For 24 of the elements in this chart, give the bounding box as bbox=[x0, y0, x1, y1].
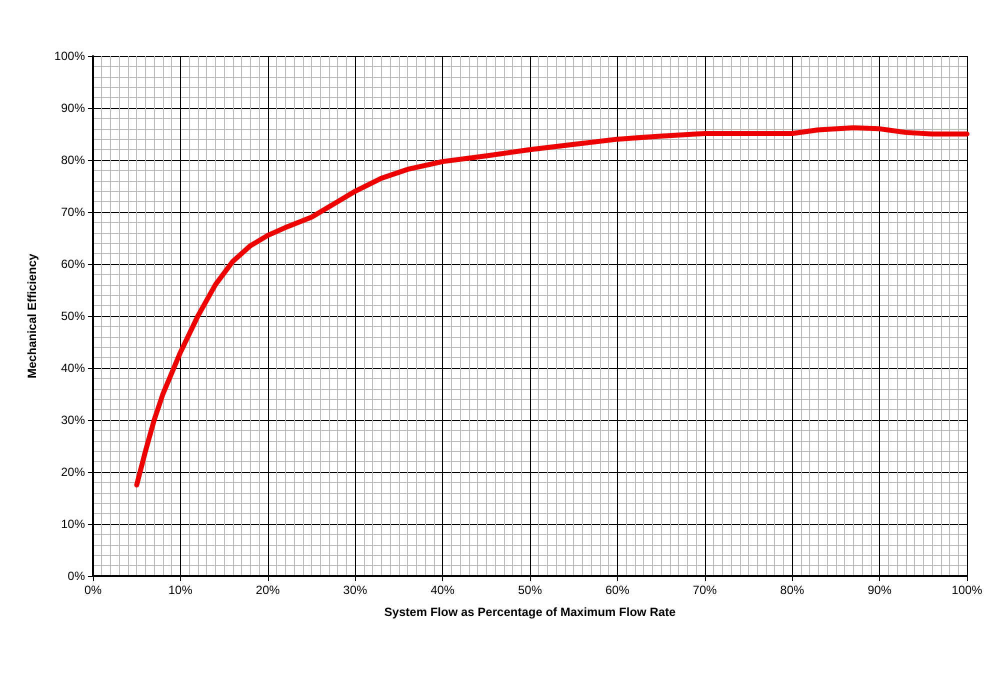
y-tick-label: 30% bbox=[60, 413, 86, 427]
x-tick-label: 0% bbox=[84, 583, 102, 597]
x-tick-label: 80% bbox=[780, 583, 805, 597]
y-tick-label: 100% bbox=[54, 49, 86, 63]
x-tick-label: 30% bbox=[343, 583, 368, 597]
y-tick-label: 40% bbox=[60, 361, 86, 375]
x-axis-title: System Flow as Percentage of Maximum Flow Rate bbox=[384, 605, 676, 619]
y-tick-label: 20% bbox=[60, 465, 86, 479]
x-tick-label: 60% bbox=[605, 583, 630, 597]
x-tick-label: 100% bbox=[952, 583, 983, 597]
y-tick-label: 50% bbox=[60, 309, 86, 323]
x-tick-label: 40% bbox=[430, 583, 455, 597]
x-tick-label: 10% bbox=[168, 583, 193, 597]
y-tick-label: 70% bbox=[60, 205, 86, 219]
y-tick-label: 80% bbox=[60, 153, 86, 167]
y-tick-label: 60% bbox=[60, 257, 86, 271]
x-tick-label: 50% bbox=[518, 583, 542, 597]
x-tick-label: 70% bbox=[692, 583, 718, 597]
y-axis-title: Mechanical Efficiency bbox=[25, 253, 39, 378]
y-tick-label: 10% bbox=[60, 517, 86, 531]
x-tick-label: 20% bbox=[256, 583, 280, 597]
y-tick-label: 90% bbox=[60, 101, 86, 115]
x-tick-label: 90% bbox=[868, 583, 892, 597]
y-tick-label: 0% bbox=[68, 569, 86, 583]
